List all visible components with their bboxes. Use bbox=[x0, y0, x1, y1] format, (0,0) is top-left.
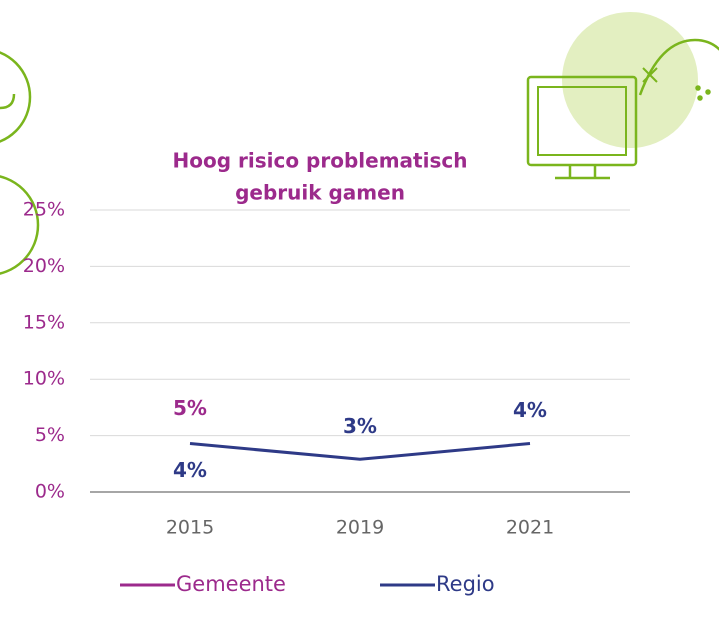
chart-title: Hoog risico problematisch bbox=[173, 149, 468, 173]
y-tick-label: 10% bbox=[23, 368, 65, 390]
legend-label: Gemeente bbox=[176, 572, 286, 596]
chart-title: gebruik gamen bbox=[235, 181, 405, 205]
y-tick-label: 15% bbox=[23, 311, 65, 333]
series-line bbox=[189, 442, 531, 461]
data-label: 4% bbox=[173, 458, 207, 482]
data-label: 5% bbox=[173, 396, 207, 420]
y-tick-label: 20% bbox=[23, 255, 65, 277]
x-tick-label: 2015 bbox=[166, 517, 214, 539]
data-label: 4% bbox=[513, 398, 547, 422]
x-tick-label: 2021 bbox=[506, 517, 554, 539]
data-label: 3% bbox=[343, 414, 377, 438]
y-tick-label: 25% bbox=[23, 199, 65, 221]
y-tick-label: 5% bbox=[35, 424, 65, 446]
y-tick-label: 0% bbox=[35, 481, 65, 503]
decoration bbox=[0, 12, 719, 275]
x-tick-label: 2019 bbox=[336, 517, 384, 539]
legend-label: Regio bbox=[436, 572, 495, 596]
